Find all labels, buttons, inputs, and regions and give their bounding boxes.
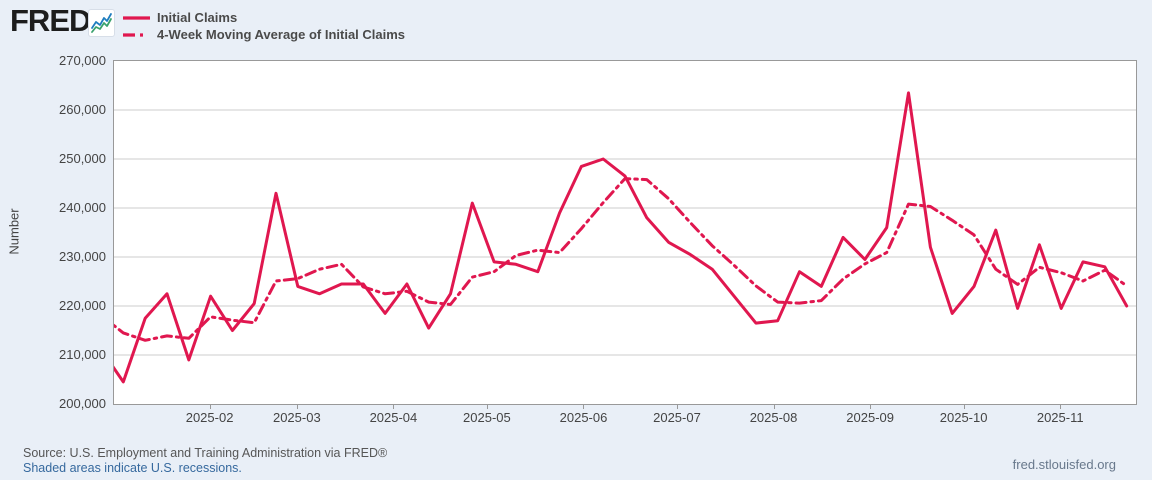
y-axis-title: Number [6, 208, 22, 255]
y-tick-label: 250,000 [59, 151, 106, 166]
legend-label: Initial Claims [157, 10, 238, 25]
x-tick-mark [963, 404, 965, 409]
fred-logo: FRED® [10, 3, 97, 43]
y-tick-label: 200,000 [59, 396, 106, 411]
y-tick-label: 260,000 [59, 102, 106, 117]
x-tick-label: 2025-07 [653, 410, 701, 425]
dashed-line-swatch [123, 32, 150, 37]
x-tick-mark [773, 404, 775, 409]
plot-svg [114, 91, 1136, 384]
series-dashed [114, 177, 1129, 342]
x-tick-label: 2025-10 [939, 410, 988, 425]
legend-item-initial-claims: Initial Claims [123, 9, 405, 26]
x-tick-mark [870, 404, 872, 409]
x-tick-mark [486, 404, 488, 409]
y-tick-label: 210,000 [59, 347, 106, 362]
plot-area [113, 60, 1137, 405]
x-tick-label: 2025-04 [369, 410, 418, 425]
fred-logo-text: FRED [10, 3, 91, 38]
fred-site-text: fred.stlouisfed.org [1012, 457, 1116, 472]
source-text: Source: U.S. Employment and Training Adm… [23, 446, 388, 460]
x-tick-label: 2025-11 [1036, 410, 1084, 425]
y-tick-label: 220,000 [59, 298, 106, 313]
legend-label: 4-Week Moving Average of Initial Claims [157, 27, 406, 42]
x-tick-mark [209, 404, 211, 409]
x-tick-mark [676, 404, 678, 409]
x-tick-mark [583, 404, 585, 409]
solid-line-swatch [123, 15, 150, 20]
y-tick-label: 240,000 [59, 200, 106, 215]
x-tick-label: 2025-09 [846, 410, 894, 425]
fred-zigzag-chart-icon [88, 9, 115, 37]
series-solid [114, 91, 1129, 384]
x-tick-label: 2025-02 [185, 410, 234, 425]
x-tick-label: 2025-05 [463, 410, 511, 425]
x-tick-label: 2025-06 [559, 410, 608, 425]
legend-item-4wk-moving-average: 4-Week Moving Average of Initial Claims [123, 26, 405, 43]
x-tick-label: 2025-08 [749, 410, 798, 425]
recessions-link[interactable]: Shaded areas indicate U.S. recessions. [23, 461, 242, 475]
x-tick-mark [296, 404, 298, 409]
y-tick-label: 230,000 [59, 249, 106, 264]
y-tick-label: 270,000 [59, 53, 106, 68]
x-tick-mark [393, 404, 395, 409]
x-tick-label: 2025-03 [272, 410, 321, 425]
legend: Initial Claims 4-Week Moving Average of … [123, 9, 405, 43]
x-tick-mark [1060, 404, 1062, 409]
